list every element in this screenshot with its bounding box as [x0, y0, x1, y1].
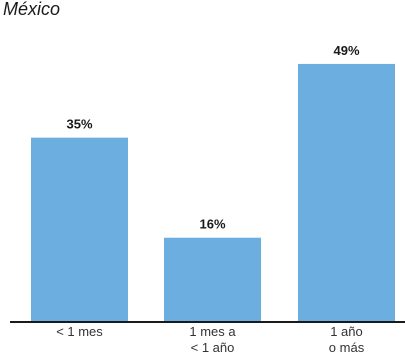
- tick-label-1-line-1: < 1 mes: [56, 324, 103, 339]
- bar-3: [298, 63, 395, 322]
- tick-label-2-line-2: < 1 año: [191, 340, 235, 355]
- data-label-1: 35%: [66, 117, 92, 132]
- chart-title: México: [3, 0, 61, 19]
- tick-label-2-line-1: 1 mes a: [189, 324, 236, 339]
- tick-label-3-line-1: 1 año: [330, 324, 363, 339]
- bars-group: [31, 63, 395, 322]
- data-labels-group: 35% 16% 49%: [66, 43, 359, 232]
- data-label-2: 16%: [199, 217, 225, 232]
- tick-label-3-line-2: o más: [329, 340, 365, 355]
- data-label-3: 49%: [333, 43, 359, 58]
- bar-2: [164, 237, 261, 322]
- bar-1: [31, 137, 128, 322]
